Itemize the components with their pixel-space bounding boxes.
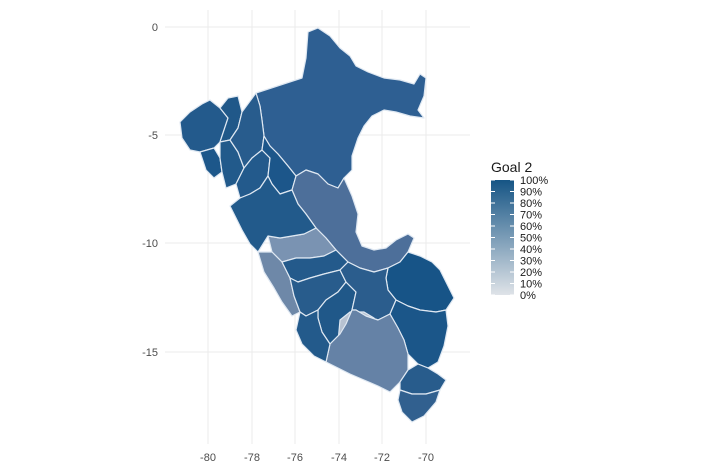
x-tick-label: -80 bbox=[200, 452, 216, 464]
x-tick-label: -72 bbox=[374, 452, 390, 464]
legend-tick-label: 0% bbox=[520, 290, 536, 302]
axis-labels: -80 -78 -76 -74 -72 -70 0 -5 -10 -15 bbox=[142, 22, 434, 464]
legend-tick-label: 70% bbox=[520, 210, 542, 222]
map-region bbox=[229, 175, 317, 253]
y-tick-label: -15 bbox=[142, 347, 158, 359]
x-tick-label: -78 bbox=[244, 452, 260, 464]
map-regions bbox=[179, 27, 455, 423]
legend-color-bar bbox=[491, 180, 514, 295]
legend-tick-label: 60% bbox=[520, 221, 542, 233]
y-tick-label: 0 bbox=[152, 22, 158, 34]
y-tick-label: -10 bbox=[142, 238, 158, 250]
legend-ticks: 100%90%80%70%60%50%40%30%20%10%0% bbox=[491, 175, 548, 302]
map-region bbox=[199, 147, 223, 179]
x-tick-label: -74 bbox=[331, 452, 347, 464]
legend-tick-label: 90% bbox=[520, 187, 542, 199]
x-tick-label: -70 bbox=[418, 452, 434, 464]
legend-tick-label: 40% bbox=[520, 244, 542, 256]
map-region bbox=[325, 309, 409, 393]
legend-tick-label: 80% bbox=[520, 198, 542, 210]
legend: Goal 2 100%90%80%70%60%50%40%30%20%10%0% bbox=[491, 159, 548, 302]
legend-tick-label: 10% bbox=[520, 279, 542, 291]
y-tick-label: -5 bbox=[148, 130, 158, 142]
legend-tick-label: 50% bbox=[520, 233, 542, 245]
legend-tick-label: 100% bbox=[520, 175, 548, 187]
x-tick-label: -76 bbox=[287, 452, 303, 464]
legend-tick-label: 30% bbox=[520, 256, 542, 268]
legend-tick-label: 20% bbox=[520, 267, 542, 279]
legend-title: Goal 2 bbox=[491, 159, 532, 175]
map-region bbox=[397, 389, 441, 423]
map-region bbox=[295, 309, 331, 363]
